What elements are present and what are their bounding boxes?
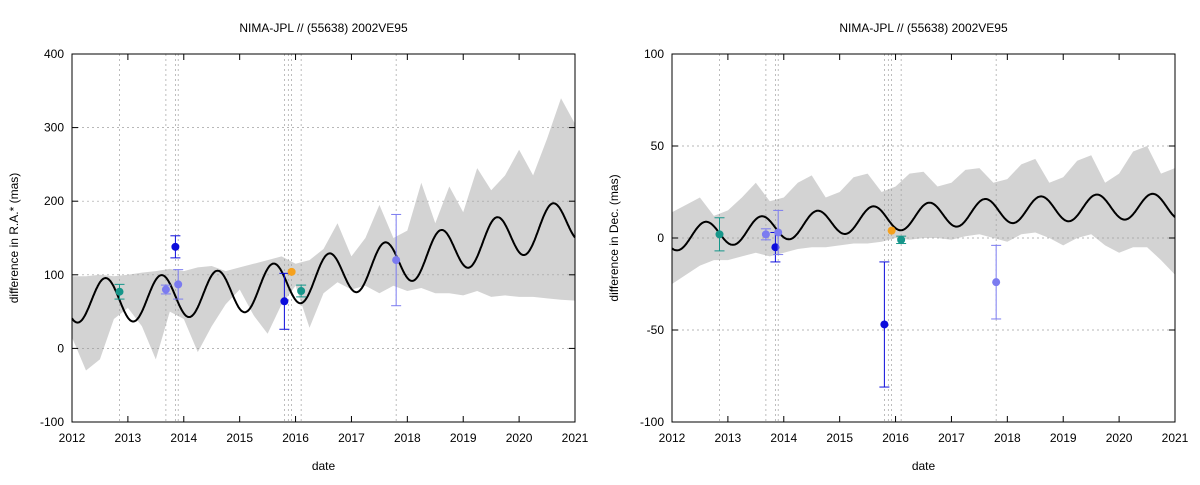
model-curve [71, 202, 576, 324]
x-tick-label: 2018 [994, 431, 1021, 445]
y-tick-label: 400 [44, 47, 64, 61]
data-point [771, 243, 780, 252]
data-point [171, 242, 180, 251]
x-tick-label: 2014 [170, 431, 197, 445]
x-tick-label: 2017 [338, 431, 365, 445]
model-curve [671, 192, 1176, 252]
data-point [297, 286, 306, 295]
x-tick-label: 2016 [282, 431, 309, 445]
data-point [174, 280, 183, 289]
x-tick-label: 2019 [1050, 431, 1077, 445]
y-tick-label: 50 [651, 139, 665, 153]
y-tick-label: 0 [57, 341, 64, 355]
x-tick-label: 2015 [226, 431, 253, 445]
x-tick-label: 2018 [394, 431, 421, 445]
chart-panel-1: 2012 2013 2014 2015 2016 2017 2018 2019 2020 2021… [7, 21, 589, 473]
x-tick-label: 2020 [506, 431, 533, 445]
x-tick-label: 2014 [770, 431, 797, 445]
data-point [280, 297, 289, 306]
x-tick-label: 2015 [826, 431, 853, 445]
data-point [287, 267, 296, 276]
x-tick-label: 2017 [938, 431, 965, 445]
data-point [887, 226, 896, 235]
x-tick-label: 2021 [562, 431, 589, 445]
x-tick-label: 2020 [1106, 431, 1133, 445]
y-axis-label: difference in Dec. (mas) [607, 174, 621, 301]
x-tick-label: 2019 [450, 431, 477, 445]
x-tick-label: 2013 [715, 431, 742, 445]
x-axis-label: date [912, 459, 936, 473]
y-axis-label: difference in R.A.* (mas) [7, 173, 21, 304]
y-tick-label: -100 [40, 415, 64, 429]
y-tick-label: 100 [44, 268, 64, 282]
y-tick-label: -100 [640, 415, 664, 429]
y-tick-label: 0 [657, 231, 664, 245]
x-tick-label: 2012 [659, 431, 686, 445]
uncertainty-band [672, 146, 1175, 284]
plot-frame [71, 53, 576, 423]
x-tick-label: 2016 [882, 431, 909, 445]
data-point [392, 256, 401, 265]
chart-title: NIMA-JPL // (55638) 2002VE95 [839, 21, 1008, 35]
data-point [774, 228, 783, 237]
x-tick-label: 2013 [115, 431, 142, 445]
x-axis-label: date [312, 459, 336, 473]
x-tick-label: 2012 [59, 431, 86, 445]
x-tick-label: 2021 [1162, 431, 1189, 445]
y-tick-label: 100 [644, 47, 664, 61]
y-tick-label: 300 [44, 121, 64, 135]
y-tick-label: -50 [647, 323, 665, 337]
y-tick-label: 200 [44, 194, 64, 208]
data-point [897, 235, 906, 244]
chart-panel-2: 2012 2013 2014 2015 2016 2017 2018 2019 2020 2021… [607, 21, 1189, 473]
chart-title: NIMA-JPL // (55638) 2002VE95 [239, 21, 408, 35]
data-point [161, 285, 170, 294]
data-point [992, 278, 1001, 287]
uncertainty-band [72, 98, 575, 371]
data-point [115, 287, 124, 296]
data-point [880, 320, 889, 329]
data-point [761, 230, 770, 239]
data-point [715, 230, 724, 239]
